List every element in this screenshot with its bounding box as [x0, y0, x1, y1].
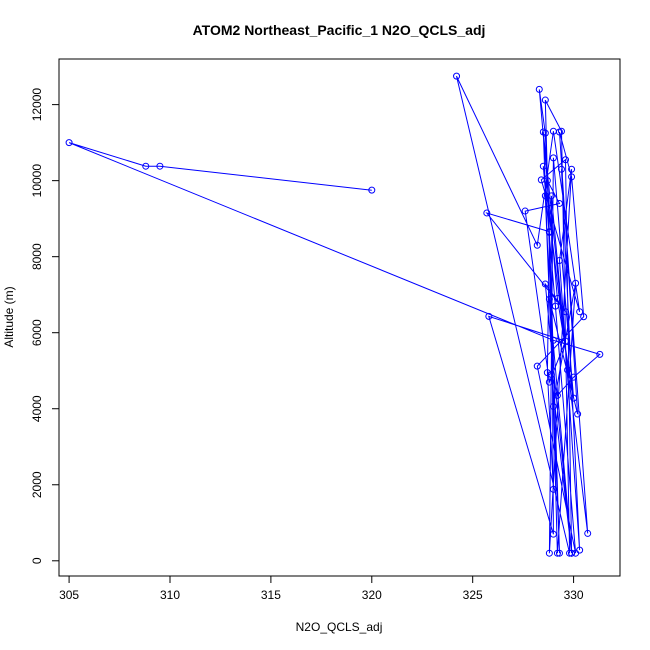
data-point: [596, 350, 604, 358]
data-point: [545, 378, 553, 386]
data-point: [545, 295, 553, 303]
data-point: [521, 207, 529, 215]
data-point: [553, 294, 561, 302]
series-layer: [65, 72, 604, 557]
y-tick-label: 10000: [30, 164, 44, 198]
data-point: [568, 173, 576, 181]
data-point: [156, 162, 164, 170]
x-tick-label: 315: [261, 588, 281, 602]
data-point: [553, 549, 561, 557]
data-point: [549, 336, 557, 344]
x-tick-label: 305: [59, 588, 79, 602]
data-point: [568, 165, 576, 173]
data-point: [537, 176, 545, 184]
data-point: [543, 369, 551, 377]
data-point: [572, 279, 580, 287]
data-point: [570, 394, 578, 402]
data-point: [570, 373, 578, 381]
data-point: [580, 313, 588, 321]
chart-title: ATOM2 Northeast_Pacific_1 N2O_QCLS_adj: [193, 22, 486, 38]
data-point: [576, 546, 584, 554]
data-point: [65, 139, 73, 147]
data-point: [547, 192, 555, 200]
data-point: [545, 228, 553, 236]
data-point: [557, 165, 565, 173]
data-point: [555, 128, 563, 136]
data-point: [533, 241, 541, 249]
data-point: [564, 366, 572, 374]
data-point: [453, 72, 461, 80]
y-tick-label: 12000: [30, 88, 44, 122]
data-point: [555, 199, 563, 207]
data-point: [553, 391, 561, 399]
data-point: [562, 308, 570, 316]
data-point: [555, 549, 563, 557]
data-point: [541, 129, 549, 137]
data-point: [535, 85, 543, 93]
x-tick-label: 320: [362, 588, 382, 602]
data-point: [541, 280, 549, 288]
data-point: [562, 337, 570, 345]
data-point: [547, 371, 555, 379]
data-point: [574, 410, 582, 418]
data-point: [549, 530, 557, 538]
data-point: [483, 209, 491, 217]
data-point: [549, 485, 557, 493]
data-point: [576, 308, 584, 316]
y-tick-label: 4000: [30, 395, 44, 422]
data-point: [142, 162, 150, 170]
x-tick-label: 325: [463, 588, 483, 602]
data-point: [549, 154, 557, 162]
y-tick-label: 0: [30, 557, 44, 564]
data-point: [533, 362, 541, 370]
x-axis-label: N2O_QCLS_adj: [296, 620, 383, 634]
series-line: [68, 75, 601, 554]
data-point: [551, 302, 559, 310]
plot-frame: [58, 58, 621, 577]
data-point: [549, 402, 557, 410]
y-tick-label: 2000: [30, 471, 44, 498]
data-point: [568, 549, 576, 557]
data-point: [584, 529, 592, 537]
y-tick-label: 8000: [30, 243, 44, 270]
data-point: [368, 186, 376, 194]
data-point: [485, 312, 493, 320]
data-point: [539, 162, 547, 170]
data-point: [541, 96, 549, 104]
x-axis: 305 310 315 320 325 330: [59, 575, 584, 602]
data-point: [562, 156, 570, 164]
data-point: [545, 549, 553, 557]
data-point: [555, 256, 563, 264]
y-axis: 0 2000 4000 6000 8000 10000 12000: [30, 88, 60, 564]
y-axis-label: Altitude (m): [2, 286, 16, 347]
x-tick-label: 330: [564, 588, 584, 602]
x-tick-label: 310: [160, 588, 180, 602]
y-tick-label: 6000: [30, 319, 44, 346]
